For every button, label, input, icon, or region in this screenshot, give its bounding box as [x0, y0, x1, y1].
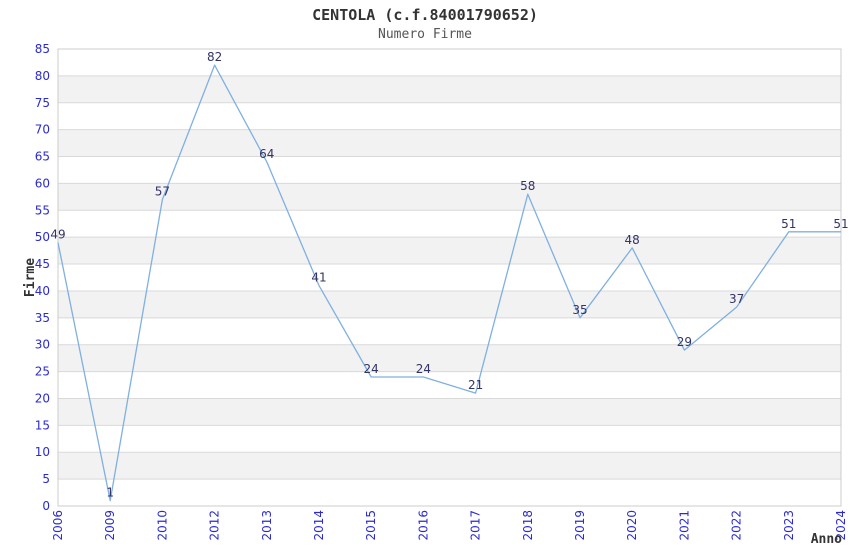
- y-tick-label: 70: [35, 123, 50, 137]
- data-point-label: 24: [364, 362, 379, 376]
- data-point-label: 57: [155, 185, 170, 199]
- x-tick-label: 2024: [834, 510, 848, 541]
- y-tick-label: 15: [35, 418, 50, 432]
- y-tick-label: 80: [35, 69, 50, 83]
- chart-title: CENTOLA (c.f.84001790652): [312, 6, 538, 24]
- data-point-label: 24: [416, 362, 431, 376]
- data-line: [57, 64, 841, 502]
- x-axis-title: Anno: [811, 532, 842, 547]
- x-tick-label: 2022: [730, 510, 744, 541]
- plot-band: [58, 290, 841, 318]
- x-tick-label: 2006: [51, 510, 65, 541]
- plot-band: [58, 129, 841, 157]
- y-tick-label: 85: [35, 42, 50, 56]
- data-point-label: 58: [520, 179, 535, 193]
- plot-band: [58, 452, 841, 480]
- data-point-label: 49: [50, 228, 65, 242]
- plot-band: [58, 183, 841, 211]
- y-tick-label: 65: [35, 150, 50, 164]
- y-tick-label: 50: [35, 230, 50, 244]
- x-tick-label: 2023: [782, 510, 796, 541]
- data-point-label: 64: [259, 147, 274, 161]
- x-tick-label: 2014: [312, 510, 326, 541]
- y-tick-label: 25: [35, 365, 50, 379]
- x-tick-label: 2012: [208, 510, 222, 541]
- plot-band: [58, 344, 841, 372]
- data-point-label: 21: [468, 378, 483, 392]
- x-tick-label: 2015: [364, 510, 378, 541]
- data-point-label: 51: [833, 217, 848, 231]
- data-point-label: 51: [781, 217, 796, 231]
- y-tick-label: 30: [35, 338, 50, 352]
- y-tick-label: 5: [42, 472, 50, 486]
- y-tick-label: 40: [35, 284, 50, 298]
- y-tick-label: 55: [35, 203, 50, 217]
- data-point-label: 29: [677, 335, 692, 349]
- y-axis-title: Firme: [23, 258, 38, 297]
- plot-border: [57, 48, 842, 507]
- chart-subtitle: Numero Firme: [378, 27, 472, 42]
- x-tick-label: 2013: [260, 510, 274, 541]
- y-tick-label: 20: [35, 391, 50, 405]
- data-point-label: 82: [207, 50, 222, 64]
- x-tick-label: 2010: [155, 510, 169, 541]
- data-point-label: 48: [625, 233, 640, 247]
- plot-band: [58, 237, 841, 265]
- plot-band: [58, 75, 841, 103]
- data-point-label: 35: [572, 303, 587, 317]
- y-tick-label: 10: [35, 445, 50, 459]
- x-tick-label: 2020: [625, 510, 639, 541]
- x-tick-label: 2017: [469, 510, 483, 541]
- x-tick-label: 2018: [521, 510, 535, 541]
- x-tick-label: 2009: [103, 510, 117, 541]
- y-tick-label: 35: [35, 311, 50, 325]
- y-tick-label: 0: [42, 499, 50, 513]
- data-point-label: 1: [106, 486, 114, 500]
- data-point-label: 41: [311, 271, 326, 285]
- x-tick-label: 2021: [677, 510, 691, 541]
- plot-band: [58, 398, 841, 426]
- x-tick-label: 2019: [573, 510, 587, 541]
- x-tick-label: 2016: [416, 510, 430, 541]
- y-tick-label: 45: [35, 257, 50, 271]
- data-point-label: 37: [729, 292, 744, 306]
- y-tick-label: 60: [35, 176, 50, 190]
- y-tick-label: 75: [35, 96, 50, 110]
